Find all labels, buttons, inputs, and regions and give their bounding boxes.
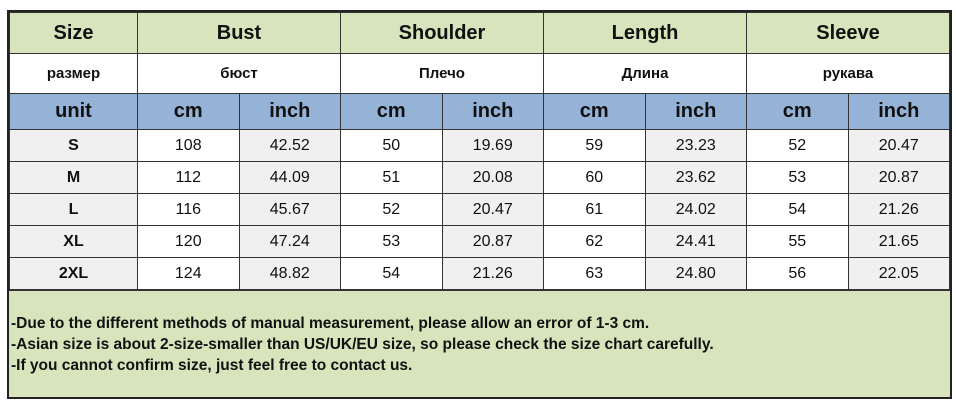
inch-cell: 21.26 bbox=[441, 257, 544, 290]
header-length: Length bbox=[543, 12, 747, 54]
inch-cell: 48.82 bbox=[238, 257, 341, 290]
cm-cell: 53 bbox=[340, 225, 443, 258]
cm-cell: 52 bbox=[340, 193, 443, 226]
cm-cell: 53 bbox=[746, 161, 849, 194]
unit-inch: inch bbox=[441, 93, 544, 130]
size-cell: XL bbox=[9, 225, 138, 258]
note-line: -Due to the different methods of manual … bbox=[11, 315, 650, 332]
size-chart: Size Bust Shoulder Length Sleeve размер … bbox=[7, 10, 952, 399]
inch-cell: 42.52 bbox=[238, 129, 341, 162]
unit-cm: cm bbox=[746, 93, 849, 130]
table-row: S 108 42.52 50 19.69 59 23.23 52 20.47 bbox=[9, 129, 950, 162]
unit-row: unit cm inch cm inch cm inch cm inch bbox=[9, 93, 950, 130]
header-size: Size bbox=[9, 12, 138, 54]
header-ru-sleeve: рукава bbox=[746, 53, 950, 94]
header-row: Size Bust Shoulder Length Sleeve bbox=[9, 12, 950, 54]
size-cell: 2XL bbox=[9, 257, 138, 290]
table-row: M 112 44.09 51 20.08 60 23.62 53 20.87 bbox=[9, 161, 950, 194]
unit-inch: inch bbox=[644, 93, 747, 130]
cm-cell: 120 bbox=[137, 225, 240, 258]
size-table: Size Bust Shoulder Length Sleeve размер … bbox=[9, 12, 950, 290]
unit-cm: cm bbox=[340, 93, 443, 130]
inch-cell: 21.65 bbox=[847, 225, 950, 258]
unit-inch: inch bbox=[847, 93, 950, 130]
header-sleeve: Sleeve bbox=[746, 12, 950, 54]
table-row: 2XL 124 48.82 54 21.26 63 24.80 56 22.05 bbox=[9, 257, 950, 290]
inch-cell: 20.87 bbox=[847, 161, 950, 194]
note-line: -Asian size is about 2-size-smaller than… bbox=[11, 336, 714, 353]
cm-cell: 54 bbox=[746, 193, 849, 226]
header-ru-size: размер bbox=[9, 53, 138, 94]
cm-cell: 62 bbox=[543, 225, 646, 258]
size-cell: L bbox=[9, 193, 138, 226]
inch-cell: 20.47 bbox=[847, 129, 950, 162]
header-bust: Bust bbox=[137, 12, 341, 54]
size-cell: S bbox=[9, 129, 138, 162]
cm-cell: 54 bbox=[340, 257, 443, 290]
inch-cell: 23.62 bbox=[644, 161, 747, 194]
unit-cm: cm bbox=[137, 93, 240, 130]
header-row-ru: размер бюст Плечо Длина рукава bbox=[9, 53, 950, 94]
unit-inch: inch bbox=[238, 93, 341, 130]
header-shoulder: Shoulder bbox=[340, 12, 544, 54]
inch-cell: 24.02 bbox=[644, 193, 747, 226]
notes: -Due to the different methods of manual … bbox=[9, 290, 950, 397]
table-row: XL 120 47.24 53 20.87 62 24.41 55 21.65 bbox=[9, 225, 950, 258]
cm-cell: 124 bbox=[137, 257, 240, 290]
unit-label: unit bbox=[9, 93, 138, 130]
inch-cell: 20.08 bbox=[441, 161, 544, 194]
cm-cell: 108 bbox=[137, 129, 240, 162]
header-ru-shoulder: Плечо bbox=[340, 53, 544, 94]
size-cell: M bbox=[9, 161, 138, 194]
cm-cell: 50 bbox=[340, 129, 443, 162]
inch-cell: 24.41 bbox=[644, 225, 747, 258]
inch-cell: 23.23 bbox=[644, 129, 747, 162]
inch-cell: 24.80 bbox=[644, 257, 747, 290]
inch-cell: 47.24 bbox=[238, 225, 341, 258]
cm-cell: 55 bbox=[746, 225, 849, 258]
note-line: -If you cannot confirm size, just feel f… bbox=[11, 357, 413, 374]
table-row: L 116 45.67 52 20.47 61 24.02 54 21.26 bbox=[9, 193, 950, 226]
header-ru-bust: бюст bbox=[137, 53, 341, 94]
cm-cell: 63 bbox=[543, 257, 646, 290]
inch-cell: 20.47 bbox=[441, 193, 544, 226]
cm-cell: 52 bbox=[746, 129, 849, 162]
inch-cell: 19.69 bbox=[441, 129, 544, 162]
cm-cell: 116 bbox=[137, 193, 240, 226]
cm-cell: 61 bbox=[543, 193, 646, 226]
cm-cell: 112 bbox=[137, 161, 240, 194]
cm-cell: 51 bbox=[340, 161, 443, 194]
cm-cell: 56 bbox=[746, 257, 849, 290]
inch-cell: 20.87 bbox=[441, 225, 544, 258]
header-ru-length: Длина bbox=[543, 53, 747, 94]
inch-cell: 22.05 bbox=[847, 257, 950, 290]
inch-cell: 21.26 bbox=[847, 193, 950, 226]
cm-cell: 59 bbox=[543, 129, 646, 162]
inch-cell: 45.67 bbox=[238, 193, 341, 226]
unit-cm: cm bbox=[543, 93, 646, 130]
inch-cell: 44.09 bbox=[238, 161, 341, 194]
cm-cell: 60 bbox=[543, 161, 646, 194]
